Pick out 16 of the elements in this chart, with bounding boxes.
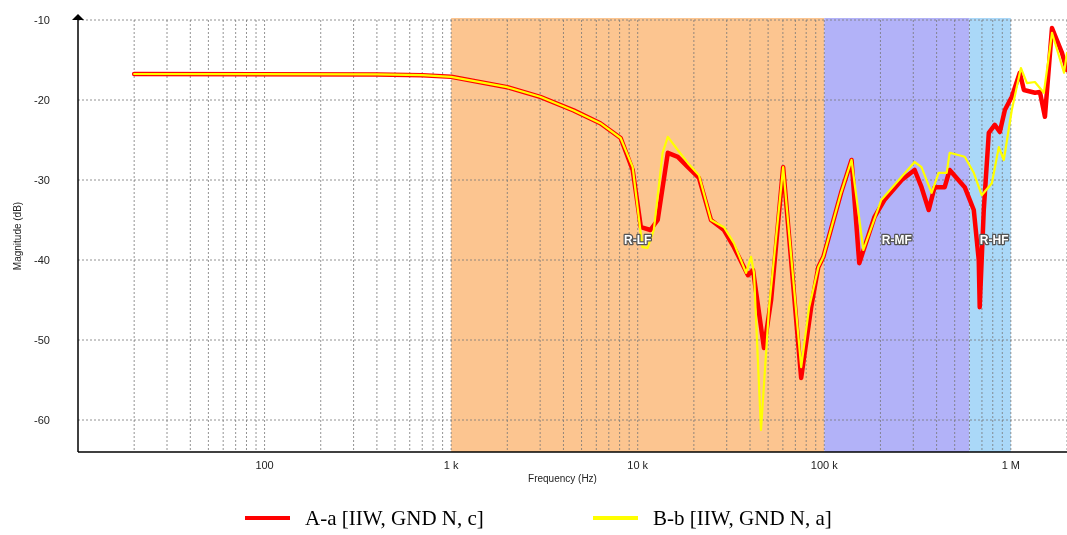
legend-label: A-a [IIW, GND N, c] bbox=[305, 506, 484, 530]
legend-label: B-b [IIW, GND N, a] bbox=[653, 506, 832, 530]
y-tick-label: -20 bbox=[34, 94, 50, 106]
y-tick-label: -50 bbox=[34, 334, 50, 346]
y-tick-label: -60 bbox=[34, 414, 50, 426]
x-tick-label: 10 k bbox=[627, 459, 649, 471]
x-tick-label: 1 M bbox=[1001, 459, 1021, 471]
x-tick-label: 1 k bbox=[443, 459, 459, 471]
y-axis-title: Magnitude (dB) bbox=[12, 201, 23, 271]
x-axis-title: Frequency (Hz) bbox=[528, 473, 597, 484]
x-tick-label: 100 k bbox=[810, 459, 839, 471]
y-tick-label: -40 bbox=[34, 254, 50, 266]
x-tick-label: 100 bbox=[255, 459, 274, 471]
y-tick-label: -30 bbox=[34, 174, 50, 186]
band-label: R-MF bbox=[881, 233, 912, 247]
y-tick-label: -10 bbox=[34, 14, 50, 26]
